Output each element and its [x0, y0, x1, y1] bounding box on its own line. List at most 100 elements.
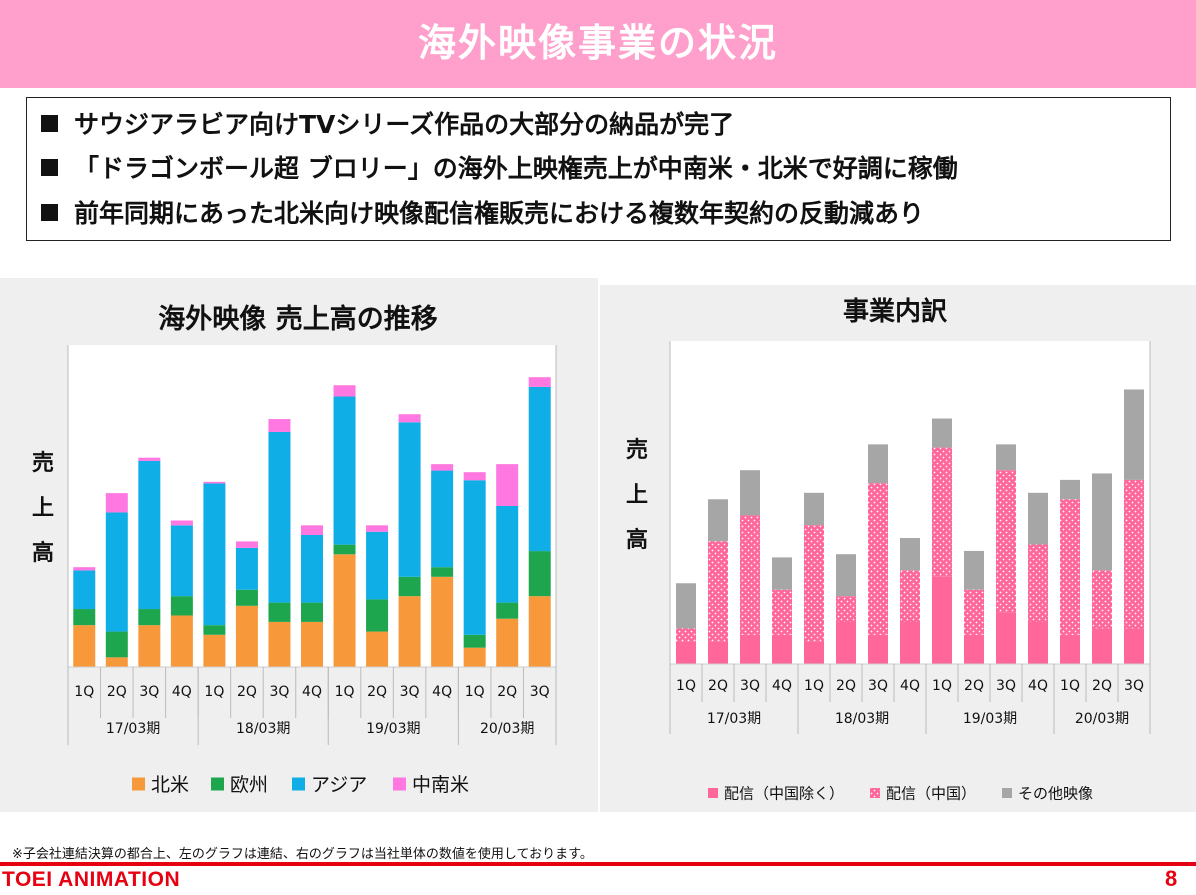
- bar-segment: [772, 557, 792, 590]
- x-tick-label: 1Q: [676, 678, 696, 694]
- x-tick-label: 2Q: [497, 684, 517, 700]
- bar-segment: [268, 602, 291, 622]
- bar-segment: [676, 628, 696, 642]
- x-tick-label: 1Q: [335, 684, 355, 700]
- x-tick-label: 4Q: [1028, 678, 1048, 694]
- bar-segment: [740, 470, 760, 516]
- bar-segment: [740, 634, 760, 664]
- bar-segment: [836, 622, 856, 664]
- bar-segment: [73, 625, 96, 667]
- page-number: 8: [1165, 866, 1178, 891]
- bar-segment: [836, 554, 856, 597]
- bar-segment: [366, 531, 389, 600]
- bar-segment: [932, 447, 952, 577]
- bar-segment: [138, 625, 161, 667]
- bar-segment: [203, 625, 226, 635]
- x-tick-label: 3Q: [269, 684, 289, 700]
- legend-swatch: [393, 777, 406, 791]
- bar-segment: [1124, 479, 1144, 629]
- bar-segment: [1028, 622, 1048, 664]
- bar-segment: [772, 634, 792, 664]
- y-axis-label: 高: [626, 527, 648, 553]
- bar-segment: [496, 618, 519, 667]
- bar-segment: [268, 431, 291, 603]
- x-tick-label: 1Q: [932, 678, 952, 694]
- bar-segment: [301, 602, 323, 622]
- bar-segment: [900, 570, 920, 623]
- bar-segment: [900, 538, 920, 571]
- legend-label: 中南米: [412, 774, 469, 796]
- bar-segment: [804, 641, 824, 664]
- bar-segment: [868, 483, 888, 635]
- x-tick-label: 1Q: [74, 684, 94, 700]
- bar-segment: [528, 551, 551, 597]
- x-group-label: 18/03期: [835, 711, 889, 727]
- legend-swatch: [211, 777, 224, 791]
- summary-bullet: サウジアラビア向けTVシリーズ作品の大部分の納品が完了: [41, 105, 734, 141]
- square-bullet-icon: [41, 204, 58, 221]
- bar-segment: [366, 631, 389, 667]
- bar-segment: [964, 589, 984, 635]
- bar-segment: [105, 631, 128, 658]
- legend-swatch: [870, 788, 880, 798]
- bar-segment: [105, 512, 128, 632]
- legend-label: アジア: [311, 774, 367, 796]
- x-group-label: 18/03期: [236, 721, 290, 737]
- bar-segment: [1028, 544, 1048, 623]
- bar-segment: [73, 609, 96, 626]
- x-tick-label: 4Q: [900, 678, 920, 694]
- bar-segment: [804, 525, 824, 642]
- summary-box: サウジアラビア向けTVシリーズ作品の大部分の納品が完了 「ドラゴンボール超 ブロ…: [26, 97, 1171, 241]
- x-tick-label: 1Q: [465, 684, 485, 700]
- bar-segment: [235, 605, 258, 667]
- bar-segment: [528, 596, 551, 667]
- legend-swatch: [132, 777, 145, 791]
- x-tick-label: 4Q: [772, 678, 792, 694]
- bar-segment: [1124, 389, 1144, 480]
- bar-segment: [138, 460, 161, 610]
- y-axis-label: 売: [626, 437, 648, 463]
- x-tick-label: 1Q: [804, 678, 824, 694]
- x-tick-label: 2Q: [964, 678, 984, 694]
- bar-segment: [528, 386, 551, 552]
- bar-segment: [170, 525, 193, 597]
- bar-segment: [398, 576, 421, 597]
- x-tick-label: 2Q: [836, 678, 856, 694]
- y-axis-label: 上: [626, 483, 648, 508]
- summary-bullet: 「ドラゴンボール超 ブロリー」の海外上映権売上が中南米・北米で好調に稼働: [41, 149, 958, 185]
- bar-segment: [333, 554, 356, 667]
- bar-segment: [366, 599, 389, 632]
- page-title: 海外映像事業の状況: [417, 21, 778, 65]
- bar-segment: [431, 576, 454, 667]
- bar-segment: [1124, 628, 1144, 664]
- bar-segment: [868, 634, 888, 664]
- bar-segment: [772, 589, 792, 635]
- x-tick-label: 3Q: [1124, 678, 1144, 694]
- bar-segment: [105, 657, 128, 667]
- bar-segment: [868, 444, 888, 484]
- bar-segment: [431, 470, 454, 568]
- x-tick-label: 1Q: [204, 684, 224, 700]
- bar-segment: [1092, 628, 1112, 664]
- bar-segment: [170, 520, 193, 526]
- x-tick-label: 2Q: [367, 684, 387, 700]
- bar-segment: [431, 567, 454, 577]
- bar-segment: [463, 647, 486, 667]
- bar-segment: [676, 641, 696, 664]
- x-tick-label: 2Q: [237, 684, 257, 700]
- bar-segment: [203, 634, 226, 667]
- bar-segment: [996, 612, 1016, 664]
- bar-segment: [268, 419, 291, 432]
- bar-segment: [932, 418, 952, 448]
- bar-segment: [463, 472, 486, 481]
- footnote: ※子会社連結決算の都合上、左のグラフは連結、右のグラフは当社単体の数値を使用して…: [12, 847, 593, 862]
- bar-segment: [73, 567, 96, 571]
- bar-segment: [170, 615, 193, 667]
- bar-segment: [496, 602, 519, 619]
- legend-swatch: [292, 777, 305, 791]
- bar-segment: [203, 481, 226, 484]
- bar-segment: [138, 457, 161, 461]
- x-group-label: 19/03期: [963, 711, 1017, 727]
- bar-segment: [203, 483, 226, 626]
